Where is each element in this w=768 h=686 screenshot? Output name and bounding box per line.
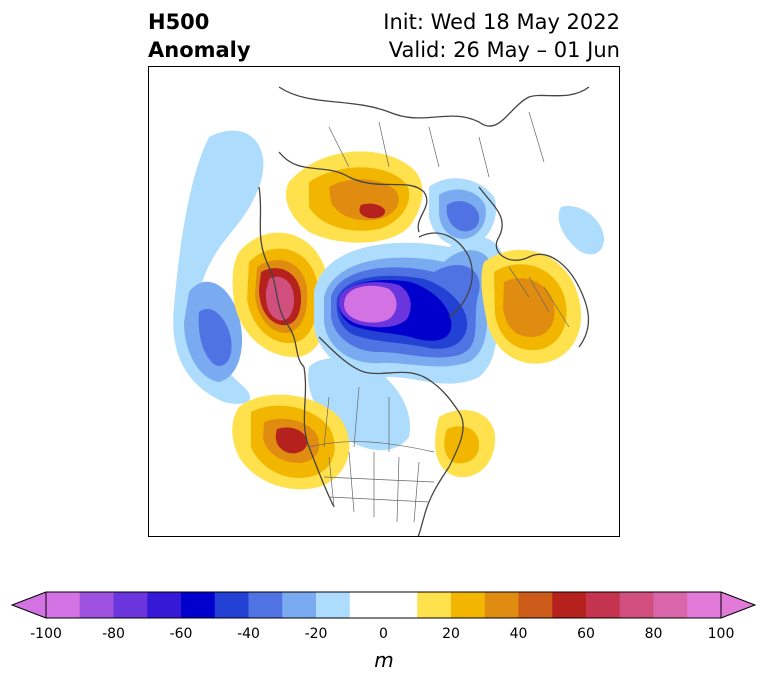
- coast-siberia: [278, 151, 428, 233]
- colorbar-extend-high: [721, 592, 755, 618]
- colorbar-tick-label: 20: [442, 626, 460, 642]
- border-canada-provinces: [323, 386, 390, 452]
- border-us-states: [328, 451, 420, 523]
- colorbar-tick-label: -100: [30, 626, 62, 642]
- colorbar-segment: [147, 592, 182, 618]
- valid-date: Valid: 26 May – 01 Jun: [388, 38, 620, 62]
- coast-europe: [478, 186, 590, 348]
- colorbar-segment: [181, 592, 216, 618]
- colorbar-tick-label: -60: [169, 626, 193, 642]
- colorbar-segment: [248, 592, 283, 618]
- coast-asia: [278, 86, 590, 127]
- colorbar-tick-label: 100: [707, 626, 735, 642]
- contour-alaska-core: [265, 276, 294, 321]
- colorbar-segment: [417, 592, 452, 618]
- colorbar-tick-label: -20: [304, 626, 328, 642]
- title-line-1: H500: [148, 10, 210, 34]
- colorbar-segment: [552, 592, 587, 618]
- coast-greenland: [418, 232, 473, 318]
- contour-siberia-red: [359, 203, 386, 219]
- init-date: Init: Wed 18 May 2022: [383, 10, 620, 34]
- border-europe: [508, 266, 570, 328]
- coast-us-west: [303, 366, 335, 508]
- date-info: Init: Wed 18 May 2022 Valid: 26 May – 01…: [383, 8, 620, 64]
- anomaly-map[interactable]: [148, 66, 620, 537]
- colorbar-segment: [687, 592, 722, 618]
- colorbar-segment: [619, 592, 654, 618]
- colorbar: [10, 591, 757, 619]
- anomaly-contours: [173, 130, 605, 490]
- contour-europe-dark: [503, 278, 555, 337]
- colorbar-tick-label: 0: [379, 626, 388, 642]
- contour-atlantic-orange: [444, 426, 479, 464]
- colorbar-segment: [349, 592, 418, 618]
- colorbar-segments: [46, 592, 722, 618]
- border-asia: [328, 111, 545, 178]
- colorbar-tick-label: 40: [509, 626, 528, 642]
- colorbar-segment: [451, 592, 486, 618]
- colorbar-tick-label: -40: [237, 626, 260, 642]
- colorbar-segment: [113, 592, 148, 618]
- contour-north-pacific-core: [198, 308, 232, 366]
- colorbar-segment: [46, 592, 81, 618]
- colorbar-segment: [79, 592, 114, 618]
- colorbar-segment: [653, 592, 688, 618]
- colorbar-segment: [316, 592, 351, 618]
- coastlines: [258, 86, 590, 536]
- map-title: H500 Anomaly: [148, 8, 251, 64]
- colorbar-segment: [282, 592, 317, 618]
- coast-alaska: [258, 186, 305, 368]
- colorbar-tick-label: 60: [577, 626, 595, 642]
- colorbar-tick-label: 80: [644, 626, 663, 642]
- colorbar-outline-low: [10, 591, 47, 619]
- colorbar-outline: [45, 591, 722, 619]
- colorbar-unit: m: [374, 648, 394, 672]
- title-line-2: Anomaly: [148, 38, 251, 62]
- contour-arctic-core: [344, 285, 397, 323]
- colorbar-segment: [586, 592, 621, 618]
- coast-us-east: [417, 466, 450, 536]
- coast-canada: [318, 336, 464, 468]
- colorbar-segment: [484, 592, 519, 618]
- border-us-canada: [308, 441, 435, 453]
- contour-asia-light: [558, 206, 605, 255]
- contour-scandinavia-core: [446, 201, 480, 232]
- border-us-states-h: [323, 476, 435, 503]
- map-svg: [173, 86, 605, 536]
- contour-westus-red: [275, 427, 308, 454]
- colorbar-outline-high: [720, 591, 757, 619]
- borders: [308, 111, 570, 523]
- colorbar-segment: [518, 592, 553, 618]
- colorbar-segment: [214, 592, 249, 618]
- colorbar-tick-label: -80: [102, 626, 125, 642]
- colorbar-extend-low: [12, 592, 46, 618]
